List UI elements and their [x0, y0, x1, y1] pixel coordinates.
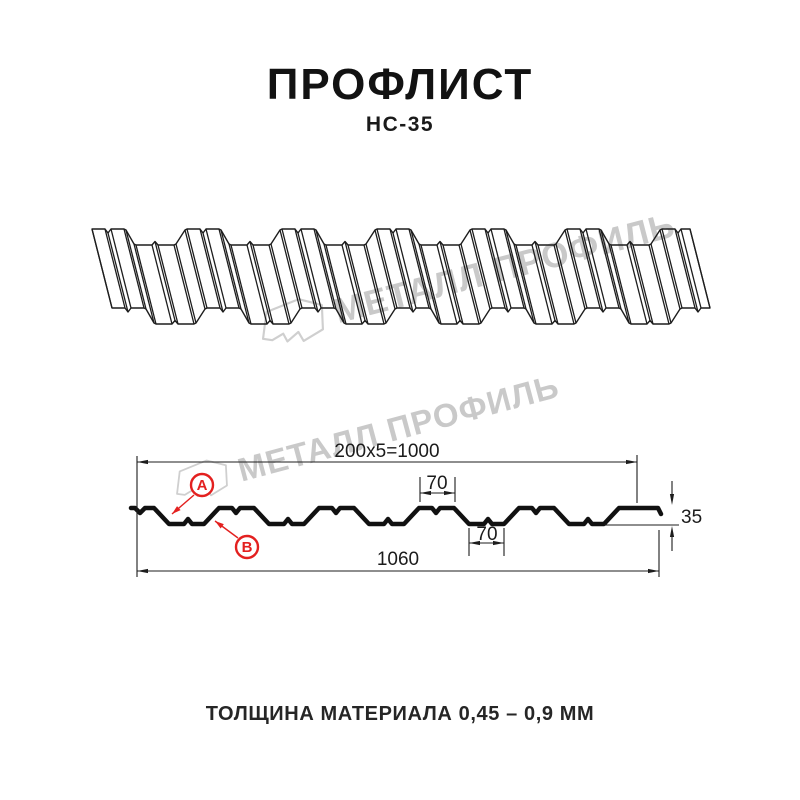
dim-rib-top-width: 70: [426, 473, 447, 494]
thickness-note: ТОЛЩИНА МАТЕРИАЛА 0,45 – 0,9 ММ: [205, 703, 595, 725]
brand-logo-icon: [176, 459, 228, 497]
profile-3d-drawing: [91, 228, 711, 325]
callout-b-circle: [234, 534, 260, 560]
dimension-lines: [136, 455, 679, 577]
callout-b-label: B: [242, 539, 253, 556]
dim-overall-width: 1060: [377, 549, 419, 570]
cross-section-drawing: [128, 505, 664, 527]
dim-rib-bottom-width: 70: [476, 524, 497, 545]
brand-logo-icon: [261, 298, 325, 343]
dim-profile-height: 35: [681, 507, 702, 528]
dim-coverage-width: 200x5=1000: [334, 441, 439, 462]
callout-a-label: A: [197, 477, 208, 494]
callout-annotations: A B: [171, 472, 260, 560]
profile-model-label: НС-35: [365, 113, 435, 136]
brand-watermark: МЕТАЛЛ ПРОФИЛЬ: [167, 365, 564, 509]
callout-a-circle: [189, 472, 215, 498]
brand-watermark: МЕТАЛЛ ПРОФИЛЬ: [251, 203, 680, 356]
page-title: ПРОФЛИСТ: [266, 60, 534, 109]
